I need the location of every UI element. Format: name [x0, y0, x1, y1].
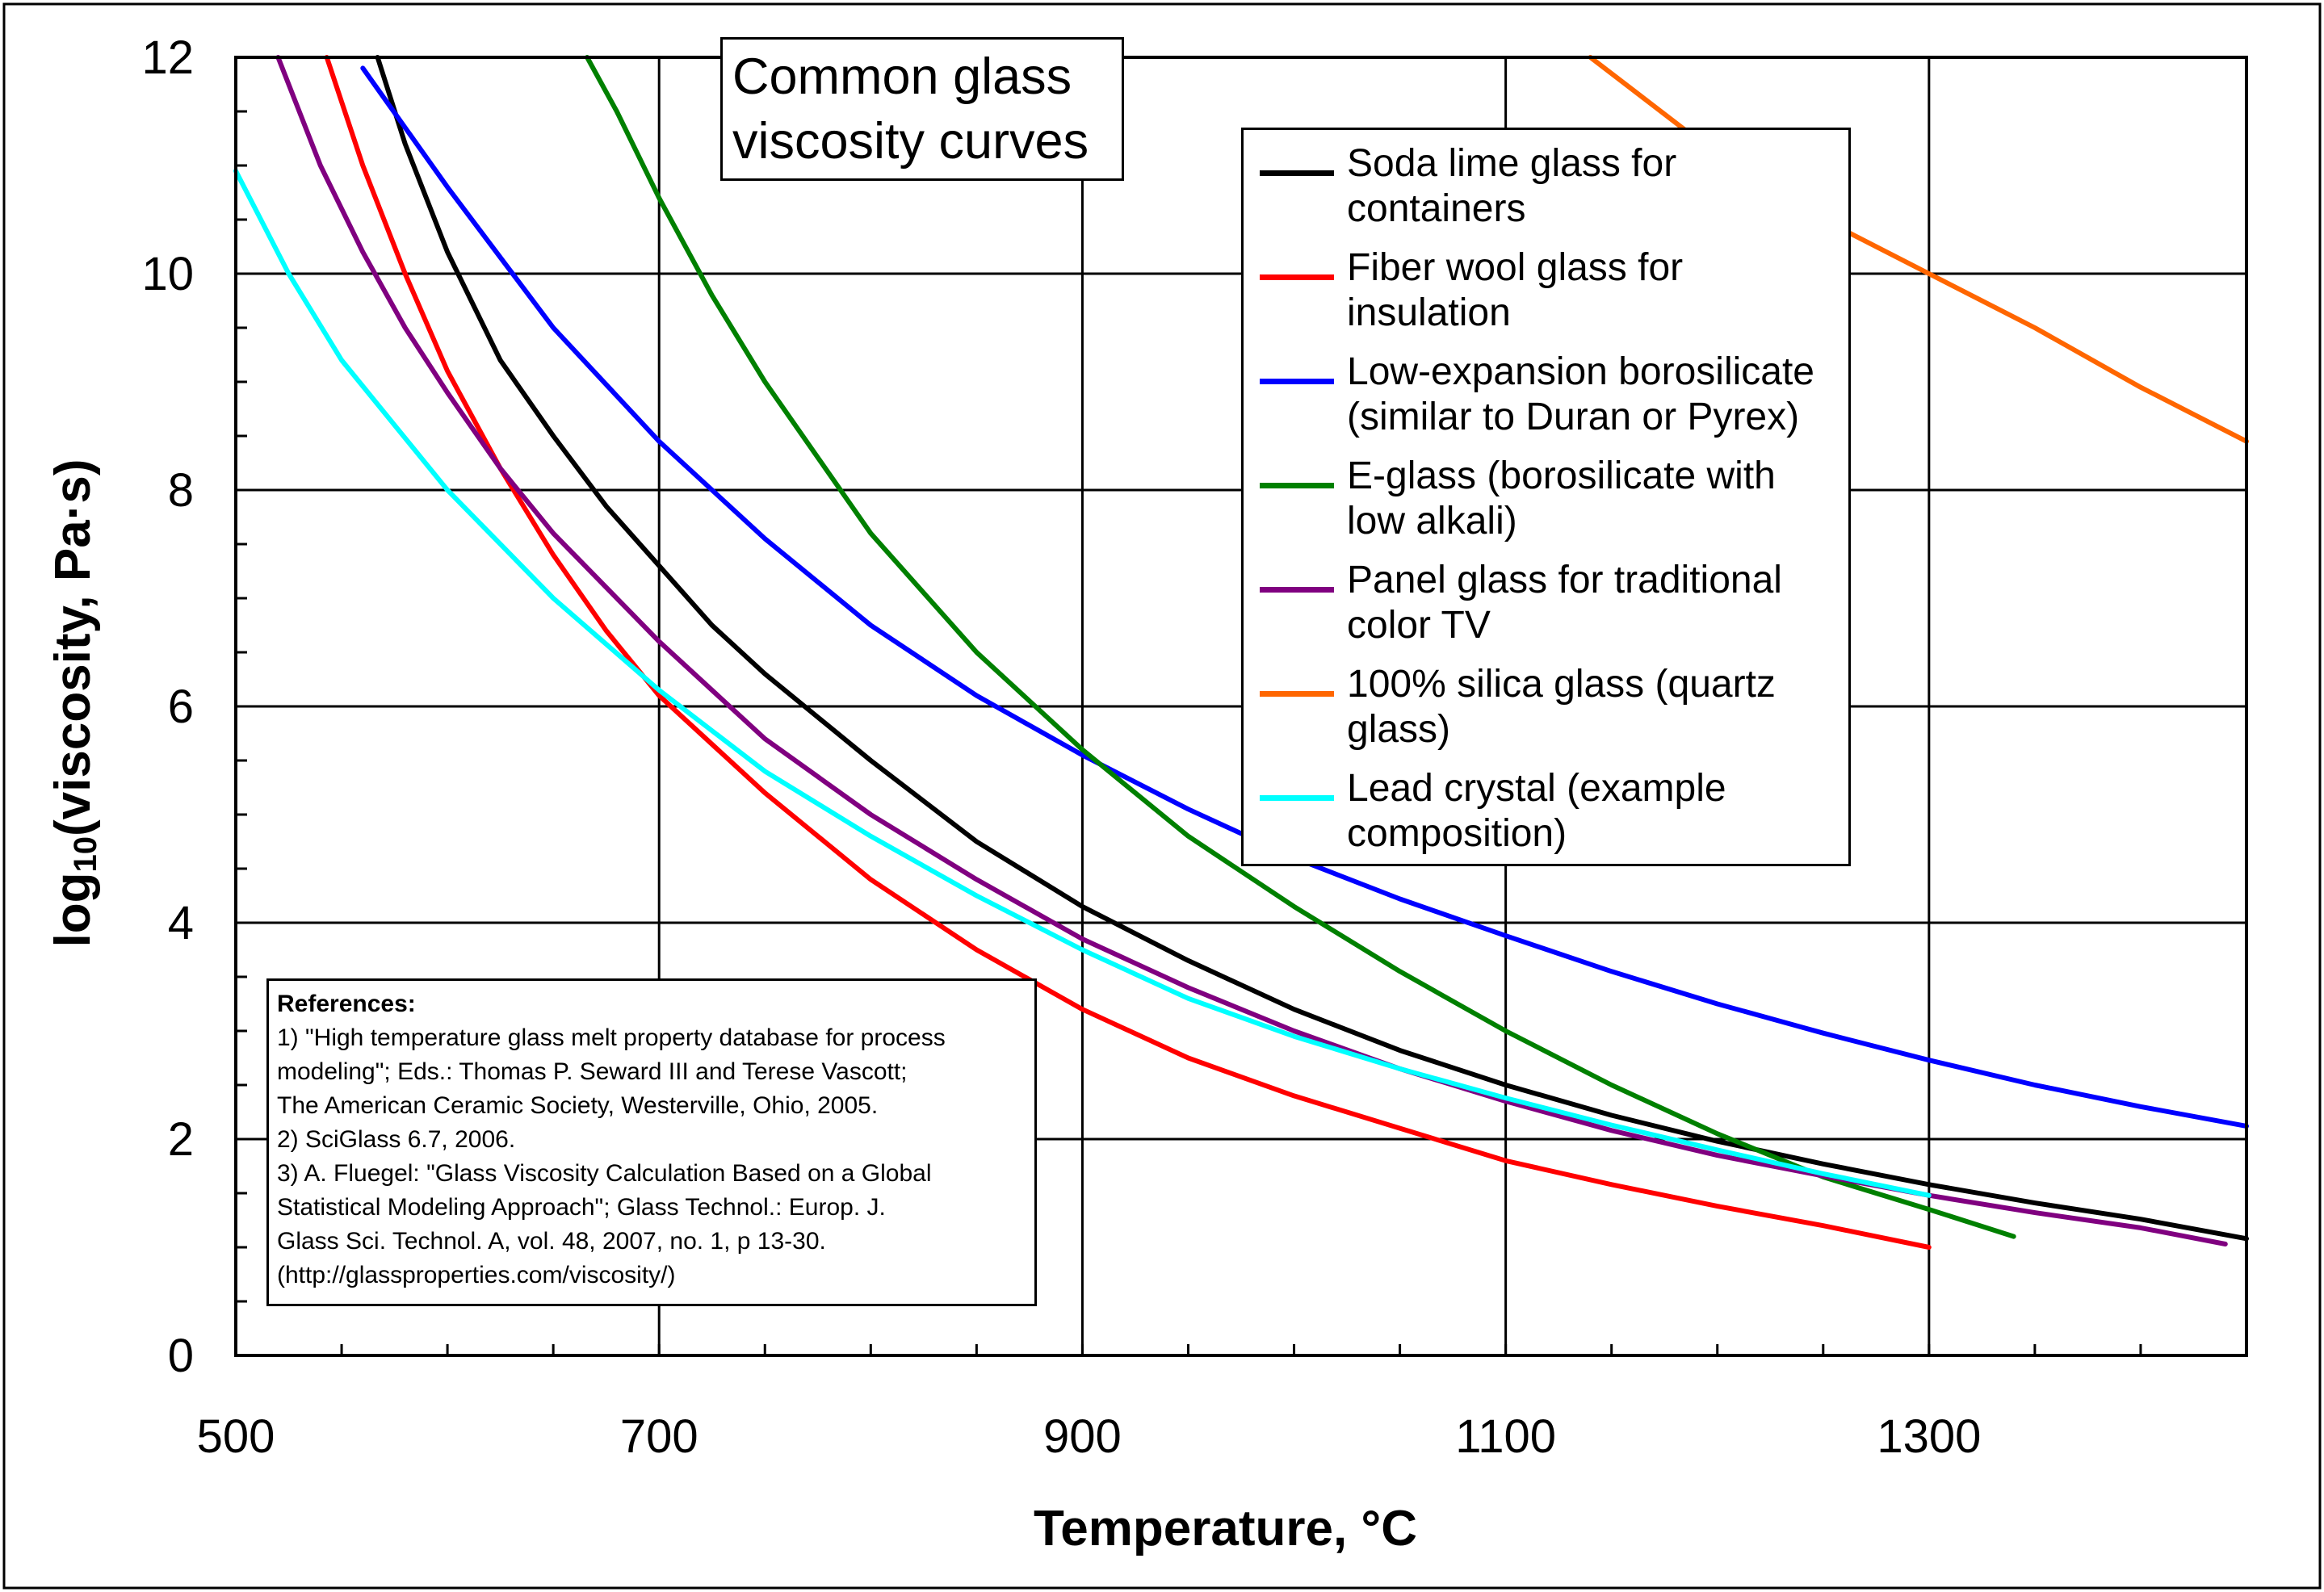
- legend-item-fiber-wool: Fiber wool glass for insulation: [1244, 245, 1849, 342]
- reference-line: (http://glassproperties.com/viscosity/): [277, 1262, 676, 1288]
- legend-swatch-panel-glass: [1260, 587, 1334, 593]
- reference-line: modeling"; Eds.: Thomas P. Seward III an…: [277, 1058, 908, 1085]
- legend-item-silica: 100% silica glass (quartz glass): [1244, 662, 1849, 759]
- series-line-0: [375, 55, 2249, 1242]
- legend-swatch-lead-crystal: [1260, 795, 1334, 801]
- legend-label-line: composition): [1347, 812, 1567, 855]
- legend-label-line: Panel glass for traditional: [1347, 559, 1782, 601]
- x-tick-label: 900: [1043, 1410, 1122, 1463]
- legend-label-panel-glass: Panel glass for traditional color TV: [1347, 558, 1844, 648]
- legend-label-line: low alkali): [1347, 500, 1517, 543]
- tick-labels: 500 700 900 1100 1300 0 2 4 6 8 10 12: [141, 31, 1981, 1463]
- y-axis-title: log10(viscosity, Pa·s): [44, 459, 104, 948]
- x-tick-label: 500: [197, 1410, 275, 1463]
- reference-line: The American Ceramic Society, Westervill…: [277, 1092, 879, 1119]
- plot-border: [234, 56, 2248, 1357]
- legend-label-silica: 100% silica glass (quartz glass): [1347, 662, 1844, 752]
- legend-swatch-borosilicate: [1260, 379, 1334, 384]
- legend-label-borosilicate: Low-expansion borosilicate (similar to D…: [1347, 350, 1844, 440]
- legend-label-line: Lead crystal (example: [1347, 767, 1726, 810]
- legend-swatch-fiber-wool: [1260, 274, 1334, 280]
- series-line-3: [585, 55, 2016, 1239]
- reference-line: Glass Sci. Technol. A, vol. 48, 2007, no…: [277, 1228, 826, 1255]
- legend: Soda lime glass for containers Fiber woo…: [1241, 128, 1851, 866]
- legend-label-lead-crystal: Lead crystal (example composition): [1347, 766, 1844, 857]
- legend-label-soda-lime: Soda lime glass for containers: [1347, 141, 1844, 232]
- x-tick-label: 1100: [1455, 1410, 1556, 1463]
- x-axis-title: Temperature, °C: [1034, 1501, 1417, 1556]
- y-tick-label: 4: [168, 897, 194, 949]
- y-tick-label: 8: [168, 464, 194, 517]
- y-axis-title-prefix: log: [45, 872, 101, 948]
- legend-label-line: color TV: [1347, 604, 1491, 647]
- y-axis-title-subscript: 10: [68, 836, 103, 873]
- legend-swatch-e-glass: [1260, 483, 1334, 488]
- y-tick-label: 6: [168, 681, 194, 733]
- legend-item-soda-lime: Soda lime glass for containers: [1244, 141, 1849, 238]
- legend-label-line: Soda lime glass for: [1347, 142, 1677, 185]
- minor-ticks: [236, 110, 2142, 1355]
- legend-item-e-glass: E-glass (borosilicate with low alkali): [1244, 454, 1849, 551]
- legend-item-borosilicate: Low-expansion borosilicate (similar to D…: [1244, 350, 1849, 446]
- legend-label-line: 100% silica glass (quartz: [1347, 663, 1776, 706]
- legend-label-fiber-wool: Fiber wool glass for insulation: [1347, 245, 1844, 336]
- references-box: References: 1) "High temperature glass m…: [266, 978, 1037, 1306]
- y-axis-title-suffix: (viscosity, Pa·s): [45, 459, 101, 836]
- legend-label-line: Low-expansion borosilicate: [1347, 350, 1814, 393]
- legend-label-e-glass: E-glass (borosilicate with low alkali): [1347, 454, 1844, 544]
- legend-label-line: insulation: [1347, 291, 1511, 334]
- reference-line: 3) A. Fluegel: "Glass Viscosity Calculat…: [277, 1160, 932, 1187]
- x-tick-label: 1300: [1877, 1410, 1981, 1463]
- legend-swatch-soda-lime: [1260, 170, 1334, 176]
- chart-title: Common glass viscosity curves: [720, 37, 1124, 181]
- legend-label-line: containers: [1347, 187, 1526, 230]
- x-tick-label: 700: [620, 1410, 698, 1463]
- legend-label-line: Fiber wool glass for: [1347, 246, 1684, 289]
- legend-swatch-silica: [1260, 691, 1334, 697]
- y-tick-label: 0: [168, 1330, 194, 1382]
- chart-title-line-2: viscosity curves: [732, 113, 1089, 170]
- series-line-6: [233, 168, 1932, 1198]
- legend-label-line: glass): [1347, 708, 1451, 751]
- reference-line: Statistical Modeling Approach"; Glass Te…: [277, 1194, 886, 1221]
- reference-line: 1) "High temperature glass melt property…: [277, 1024, 946, 1051]
- y-tick-label: 12: [141, 31, 194, 84]
- chart-title-line-1: Common glass: [732, 48, 1072, 105]
- legend-item-lead-crystal: Lead crystal (example composition): [1244, 766, 1849, 863]
- y-tick-label: 2: [168, 1113, 194, 1166]
- legend-label-line: (similar to Duran or Pyrex): [1347, 396, 1800, 438]
- references-title: References:: [277, 991, 416, 1017]
- series-line-1: [324, 55, 1932, 1250]
- reference-line: 2) SciGlass 6.7, 2006.: [277, 1126, 516, 1153]
- legend-item-panel-glass: Panel glass for traditional color TV: [1244, 558, 1849, 655]
- y-tick-label: 10: [141, 248, 194, 300]
- legend-label-line: E-glass (borosilicate with: [1347, 455, 1776, 497]
